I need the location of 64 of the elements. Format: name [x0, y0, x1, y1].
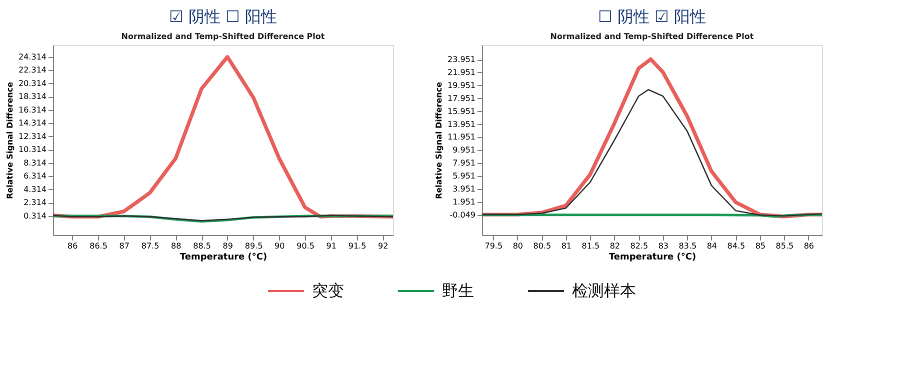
x-tick-label: 91	[326, 242, 336, 250]
chart-subtitle: Normalized and Temp-Shifted Difference Plot	[550, 32, 754, 41]
x-tick-label: 84.5	[727, 242, 746, 250]
x-tick-label: 79.5	[484, 242, 503, 250]
x-tick-label: 82.5	[630, 242, 648, 250]
y-tick-label: 23.951	[448, 55, 476, 64]
y-tick-label: 16.314	[18, 105, 46, 114]
y-tick-label: 20.314	[18, 78, 46, 88]
y-tick-label: 7.951	[452, 158, 476, 168]
x-tick-label: 89	[222, 242, 233, 250]
y-tick-label: 14.314	[18, 118, 46, 128]
x-tick-label: 80.5	[533, 242, 552, 250]
y-axis-title: Relative Signal Difference	[434, 81, 444, 200]
y-tick-label: 6.314	[24, 172, 46, 181]
chart-subtitle: Normalized and Temp-Shifted Difference Plot	[121, 32, 325, 41]
x-tick-label: 81	[561, 242, 572, 250]
y-tick-label: 22.314	[18, 66, 46, 75]
x-tick-label: 80	[512, 242, 523, 250]
y-tick-label: 3.951	[452, 184, 476, 194]
chart-title: ☐ 阴性 ☑ 阳性	[598, 7, 706, 26]
x-tick-label: 88	[171, 242, 182, 250]
y-tick-label: 15.951	[448, 106, 476, 116]
x-tick-label: 83.5	[678, 242, 697, 250]
y-tick-label: 24.314	[18, 52, 46, 62]
x-tick-label: 85	[755, 242, 766, 250]
x-tick-label: 83	[658, 242, 669, 250]
y-tick-label: 9.951	[452, 146, 476, 155]
x-tick-label: 86.5	[90, 242, 108, 250]
x-tick-label: 87.5	[141, 242, 160, 250]
y-tick-label: 4.314	[24, 184, 46, 194]
y-tick-label: 5.951	[452, 172, 476, 181]
y-tick-label: 8.314	[24, 158, 46, 168]
x-tick-label: 92	[378, 242, 388, 250]
x-tick-label: 82	[610, 242, 620, 250]
y-tick-label: 13.951	[448, 120, 476, 129]
y-tick-label: 10.314	[18, 145, 46, 154]
y-tick-label: -0.049	[450, 210, 476, 220]
y-tick-label: 11.951	[448, 132, 476, 142]
x-tick-label: 91.5	[348, 242, 366, 250]
y-tick-label: 1.951	[452, 197, 476, 206]
legend-label: 检测样本	[572, 281, 636, 300]
y-tick-label: 19.951	[448, 80, 476, 90]
chart-title: ☑ 阴性 ☐ 阳性	[169, 7, 277, 26]
y-tick-label: 2.314	[24, 198, 46, 208]
x-tick-label: 90.5	[296, 242, 314, 250]
y-tick-label: 21.951	[448, 68, 476, 77]
legend-label: 野生	[442, 281, 474, 300]
x-tick-label: 84	[706, 242, 718, 250]
y-axis-title: Relative Signal Difference	[6, 81, 15, 200]
y-tick-label: 12.314	[18, 132, 46, 141]
x-axis-title: Temperature (°C)	[180, 252, 268, 262]
y-tick-label: 18.314	[18, 92, 46, 102]
legend-label: 突变	[312, 281, 344, 300]
y-tick-label: 0.314	[24, 211, 46, 220]
x-tick-label: 89.5	[244, 242, 263, 250]
y-tick-label: 17.951	[448, 94, 476, 103]
x-axis-title: Temperature (°C)	[608, 252, 696, 262]
x-tick-label: 85.5	[776, 242, 794, 250]
x-tick-label: 87	[119, 242, 130, 250]
x-tick-label: 86	[68, 242, 78, 250]
x-tick-label: 86	[804, 242, 814, 250]
x-tick-label: 81.5	[582, 242, 600, 250]
x-tick-label: 90	[274, 242, 285, 250]
x-tick-label: 88.5	[193, 242, 211, 250]
